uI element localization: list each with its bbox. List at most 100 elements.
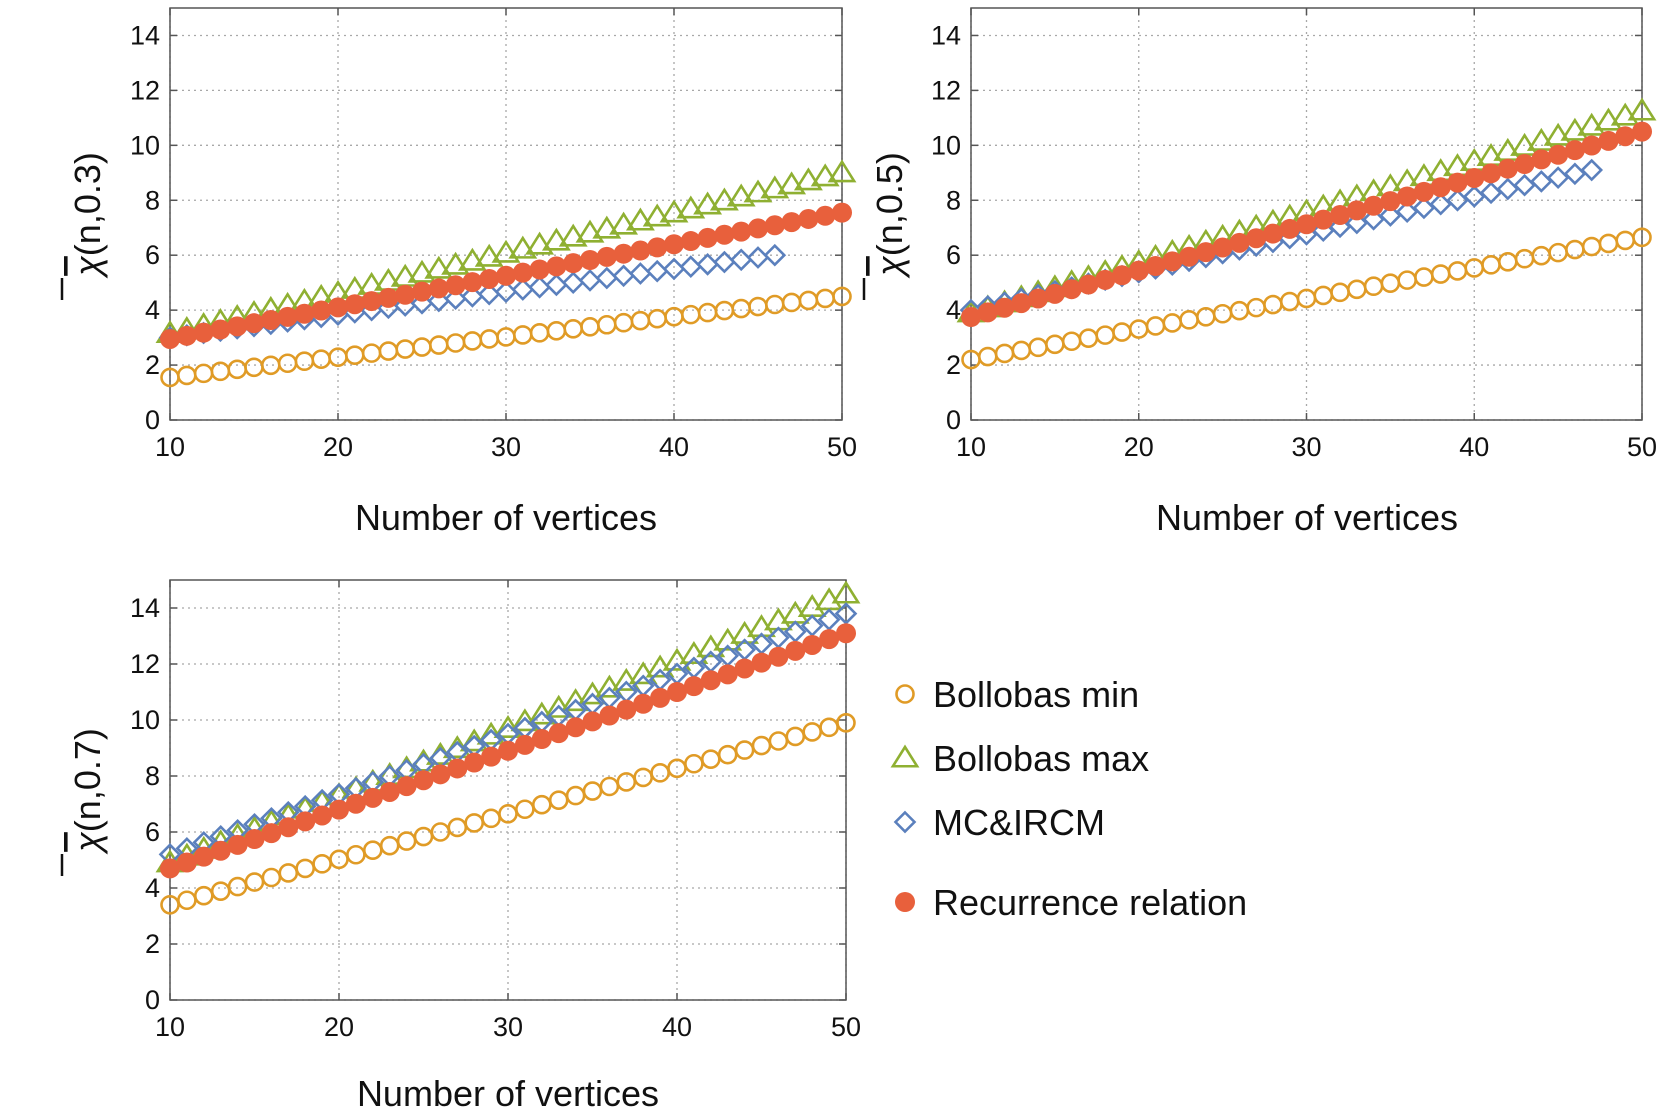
y-tick-label: 10	[130, 705, 160, 735]
data-point	[713, 250, 736, 274]
x-tick-label: 10	[956, 432, 986, 462]
data-point	[647, 237, 668, 258]
data-point	[684, 753, 704, 774]
data-point	[616, 699, 637, 720]
data-point	[428, 278, 449, 299]
data-point	[361, 343, 382, 363]
data-point	[700, 749, 721, 770]
data-point	[1078, 328, 1099, 348]
data-point	[764, 294, 785, 315]
data-point	[650, 687, 671, 708]
data-point	[457, 247, 487, 271]
data-point	[633, 693, 654, 714]
data-point	[1078, 274, 1099, 295]
data-point	[726, 183, 756, 207]
data-point	[210, 361, 231, 382]
data-point	[1615, 126, 1636, 147]
data-point	[1447, 261, 1468, 281]
data-point	[1011, 293, 1032, 314]
data-point	[709, 187, 739, 211]
data-point	[346, 844, 366, 865]
data-point	[1498, 251, 1518, 272]
y-axis-label: χ(n,0.3)	[67, 152, 108, 279]
data-point	[802, 722, 823, 742]
data-point	[763, 607, 793, 631]
data-point	[1347, 279, 1367, 300]
y-tick-label: 12	[931, 75, 961, 105]
data-point	[596, 246, 617, 267]
data-point	[836, 712, 856, 733]
data-point	[1212, 237, 1233, 258]
data-point	[430, 764, 451, 785]
data-point	[508, 235, 538, 259]
data-point	[244, 313, 264, 334]
x-tick-label: 40	[1459, 432, 1489, 462]
data-point	[496, 265, 516, 286]
data-point	[1162, 313, 1183, 333]
data-point	[1615, 230, 1636, 251]
data-point	[1429, 192, 1453, 216]
data-point	[1296, 214, 1317, 235]
data-point	[1627, 97, 1657, 121]
data-point	[227, 359, 247, 380]
x-axis-label: Number of vertices	[355, 497, 657, 538]
data-point	[647, 308, 668, 329]
data-point	[558, 223, 588, 247]
data-point	[424, 255, 454, 279]
data-point	[580, 250, 600, 271]
data-point	[1028, 288, 1049, 309]
y-tick-label: 6	[145, 817, 160, 847]
data-point	[545, 273, 568, 297]
y-tick-label: 14	[130, 20, 160, 50]
legend-item: Recurrence relation	[895, 882, 1247, 923]
data-point	[563, 253, 584, 274]
data-point	[1179, 310, 1199, 330]
data-point	[575, 219, 605, 243]
x-tick-label: 40	[662, 1012, 692, 1042]
data-point	[1563, 162, 1587, 186]
data-point	[785, 726, 806, 747]
data-point	[1313, 285, 1334, 306]
y-axis-label-args: (n,0.5)	[869, 152, 910, 256]
data-point	[1128, 319, 1149, 339]
data-point	[731, 298, 752, 319]
data-point	[412, 337, 432, 357]
data-point	[994, 343, 1015, 364]
x-tick-label: 10	[155, 1012, 185, 1042]
data-point	[734, 658, 755, 679]
data-point	[1464, 167, 1485, 188]
data-point	[177, 890, 197, 911]
data-point	[667, 758, 687, 779]
data-point	[295, 858, 316, 879]
legend-label: Bollobas min	[933, 674, 1139, 715]
x-tick-label: 30	[491, 432, 521, 462]
data-point	[667, 682, 687, 702]
data-point	[768, 646, 789, 667]
data-point	[379, 781, 400, 802]
data-point	[177, 365, 197, 386]
data-point	[479, 329, 500, 349]
data-point	[244, 829, 265, 849]
data-point	[294, 303, 315, 324]
data-point	[1145, 316, 1166, 336]
x-tick-label: 20	[323, 432, 353, 462]
data-point	[802, 634, 823, 655]
data-point	[781, 292, 802, 313]
data-point	[1229, 232, 1250, 253]
y-tick-label: 8	[946, 185, 961, 215]
data-point	[462, 272, 483, 293]
data-point	[582, 781, 603, 801]
data-point	[629, 262, 652, 285]
data-point	[227, 316, 248, 337]
data-point	[1346, 200, 1367, 221]
data-point	[525, 231, 555, 255]
data-point	[748, 296, 768, 317]
data-point	[193, 363, 214, 384]
data-point	[578, 269, 602, 292]
data-point	[441, 251, 471, 275]
data-point	[479, 268, 500, 289]
data-point	[798, 290, 819, 311]
data-point	[312, 805, 333, 826]
data-point	[176, 852, 197, 873]
data-point	[697, 227, 718, 248]
